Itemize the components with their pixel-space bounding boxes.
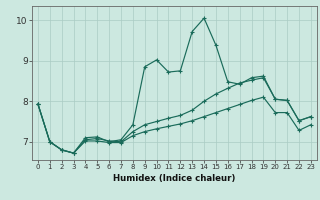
X-axis label: Humidex (Indice chaleur): Humidex (Indice chaleur)	[113, 174, 236, 183]
